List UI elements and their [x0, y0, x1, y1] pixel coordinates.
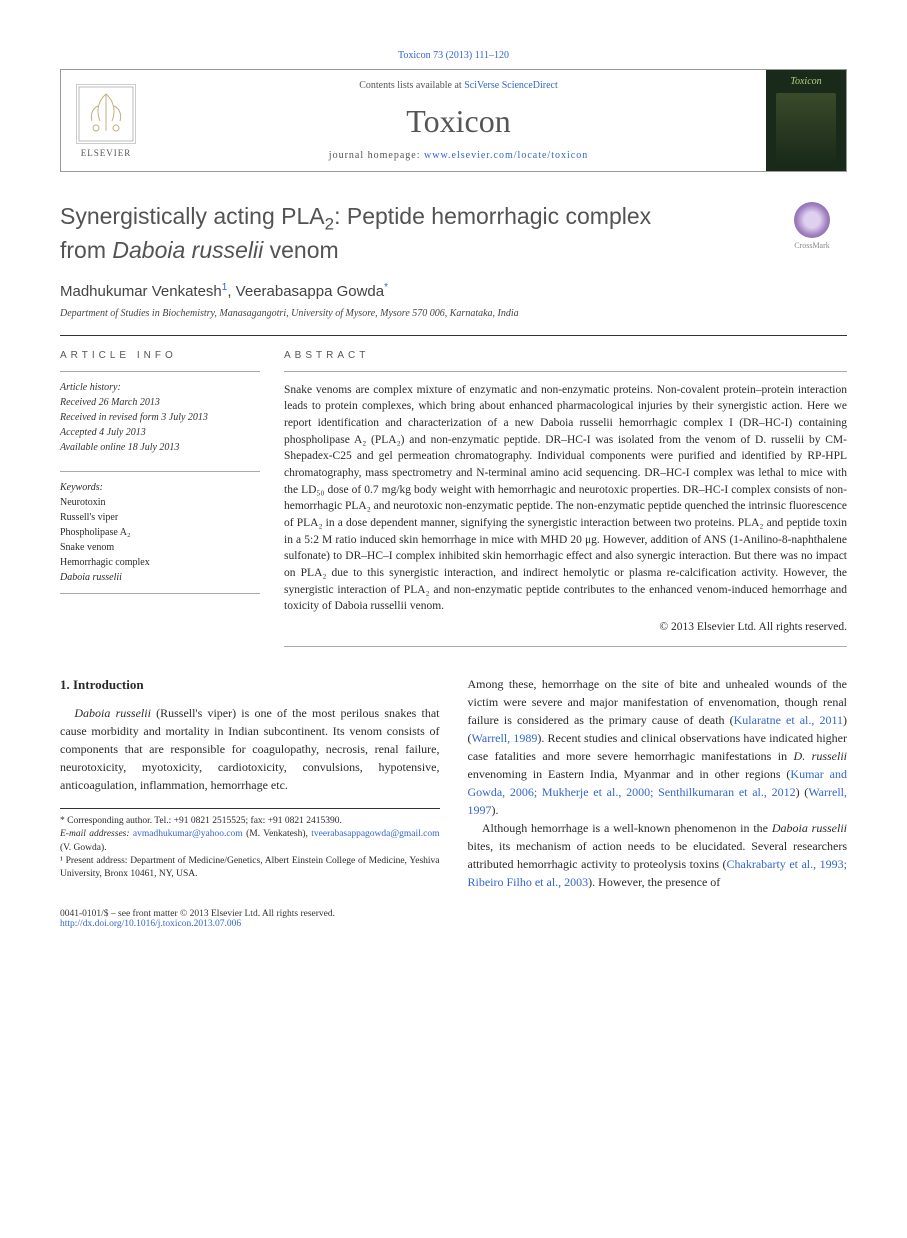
- history-revised: Received in revised form 3 July 2013: [60, 410, 260, 425]
- publisher-name: ELSEVIER: [81, 148, 132, 158]
- crossmark-badge[interactable]: CrossMark: [777, 202, 847, 250]
- history-received: Received 26 March 2013: [60, 395, 260, 410]
- author-1: Madhukumar Venkatesh: [60, 283, 222, 300]
- abstract-body: Snake venoms are complex mixture of enzy…: [284, 384, 847, 613]
- footer-left: 0041-0101/$ – see front matter © 2013 El…: [60, 909, 335, 929]
- intro-para-1: Daboia russelii (Russell's viper) is one…: [60, 704, 440, 794]
- title-part1: Synergistically acting PLA: [60, 203, 325, 229]
- info-abstract-row: ARTICLE INFO Article history: Received 2…: [60, 335, 847, 647]
- section-heading-intro: 1. Introduction: [60, 675, 440, 695]
- keyword: Hemorrhagic complex: [60, 555, 260, 570]
- page-footer: 0041-0101/$ – see front matter © 2013 El…: [60, 909, 847, 929]
- homepage-prefix: journal homepage:: [329, 150, 424, 161]
- author-2-sup: *: [384, 282, 388, 293]
- title-subscript: 2: [325, 215, 334, 234]
- keyword: Phospholipase A₂: [60, 525, 260, 540]
- article-history: Article history: Received 26 March 2013 …: [60, 371, 260, 455]
- history-online: Available online 18 July 2013: [60, 440, 260, 455]
- species-name: D. russelii: [794, 749, 847, 763]
- cover-thumbnail: Toxicon: [766, 70, 846, 171]
- abstract-text: Snake venoms are complex mixture of enzy…: [284, 371, 847, 647]
- email-link-2[interactable]: tveerabasappagowda@gmail.com: [311, 829, 439, 839]
- doi-link[interactable]: http://dx.doi.org/10.1016/j.toxicon.2013…: [60, 919, 241, 929]
- affiliation: Department of Studies in Biochemistry, M…: [60, 308, 847, 319]
- title-species: Daboia russelii: [112, 237, 263, 263]
- abstract-copyright: © 2013 Elsevier Ltd. All rights reserved…: [284, 619, 847, 636]
- species-name: Daboia russelii: [74, 706, 151, 720]
- email-who-2: (V. Gowda).: [60, 843, 107, 853]
- email-link-1[interactable]: avmadhukumar@yahoo.com: [133, 829, 243, 839]
- article-info-head: ARTICLE INFO: [60, 350, 260, 361]
- history-header: Article history:: [60, 380, 260, 395]
- contents-available: Contents lists available at SciVerse Sci…: [151, 80, 766, 91]
- para-text: ). However, the presence of: [588, 875, 720, 889]
- crossmark-icon: [794, 202, 830, 238]
- author-2: Veerabasappa Gowda: [236, 283, 384, 300]
- history-accepted: Accepted 4 July 2013: [60, 425, 260, 440]
- keyword: Daboia russelii: [60, 570, 260, 585]
- keywords-header: Keywords:: [60, 480, 260, 495]
- footer-copyright: 0041-0101/$ – see front matter © 2013 El…: [60, 909, 335, 919]
- journal-homepage: journal homepage: www.elsevier.com/locat…: [151, 150, 766, 161]
- page: Toxicon 73 (2013) 111–120 ELSEVIER Conte…: [0, 0, 907, 969]
- para-text: ).: [492, 803, 499, 817]
- corresponding-author: * Corresponding author. Tel.: +91 0821 2…: [60, 815, 440, 828]
- keyword: Neurotoxin: [60, 495, 260, 510]
- header-center: Contents lists available at SciVerse Sci…: [151, 70, 766, 171]
- species-name: Daboia russelii: [772, 821, 847, 835]
- abstract-column: ABSTRACT Snake venoms are complex mixtur…: [284, 350, 847, 647]
- title-part2: from: [60, 237, 112, 263]
- article-info-column: ARTICLE INFO Article history: Received 2…: [60, 350, 260, 647]
- para-text: Although hemorrhage is a well-known phen…: [482, 821, 772, 835]
- contents-prefix: Contents lists available at: [359, 80, 464, 91]
- intro-para-3: Although hemorrhage is a well-known phen…: [468, 819, 848, 891]
- email-who-1: (M. Venkatesh),: [243, 829, 312, 839]
- title-part1b: : Peptide hemorrhagic complex: [334, 203, 651, 229]
- crossmark-label: CrossMark: [794, 241, 830, 250]
- citation-line: Toxicon 73 (2013) 111–120: [60, 50, 847, 61]
- journal-name: Toxicon: [151, 103, 766, 140]
- keyword: Russell's viper: [60, 510, 260, 525]
- para-text: ) (: [796, 785, 809, 799]
- cover-title: Toxicon: [790, 76, 821, 87]
- cover-image-icon: [776, 93, 836, 163]
- publisher-logo: ELSEVIER: [61, 70, 151, 171]
- email-label: E-mail addresses:: [60, 829, 133, 839]
- journal-header: ELSEVIER Contents lists available at Sci…: [60, 69, 847, 172]
- keywords: Keywords: Neurotoxin Russell's viper Pho…: [60, 471, 260, 594]
- para-text: envenoming in Eastern India, Myanmar and…: [468, 767, 791, 781]
- keyword: Snake venom: [60, 540, 260, 555]
- article-title: Synergistically acting PLA2: Peptide hem…: [60, 202, 847, 266]
- sciencedirect-link[interactable]: SciVerse ScienceDirect: [464, 80, 558, 91]
- author-1-sup: 1: [222, 282, 228, 293]
- footnotes: * Corresponding author. Tel.: +91 0821 2…: [60, 808, 440, 881]
- elsevier-tree-icon: [76, 84, 136, 144]
- authors: Madhukumar Venkatesh1, Veerabasappa Gowd…: [60, 282, 847, 300]
- present-address: ¹ Present address: Department of Medicin…: [60, 855, 440, 882]
- email-line: E-mail addresses: avmadhukumar@yahoo.com…: [60, 828, 440, 855]
- intro-para-2: Among these, hemorrhage on the site of b…: [468, 675, 848, 819]
- citation-link[interactable]: Kularatne et al., 2011: [734, 713, 843, 727]
- title-part2b: venom: [263, 237, 338, 263]
- abstract-head: ABSTRACT: [284, 350, 847, 361]
- homepage-link[interactable]: www.elsevier.com/locate/toxicon: [424, 150, 588, 161]
- citation-link[interactable]: Warrell, 1989: [472, 731, 538, 745]
- body-columns: 1. Introduction Daboia russelii (Russell…: [60, 675, 847, 891]
